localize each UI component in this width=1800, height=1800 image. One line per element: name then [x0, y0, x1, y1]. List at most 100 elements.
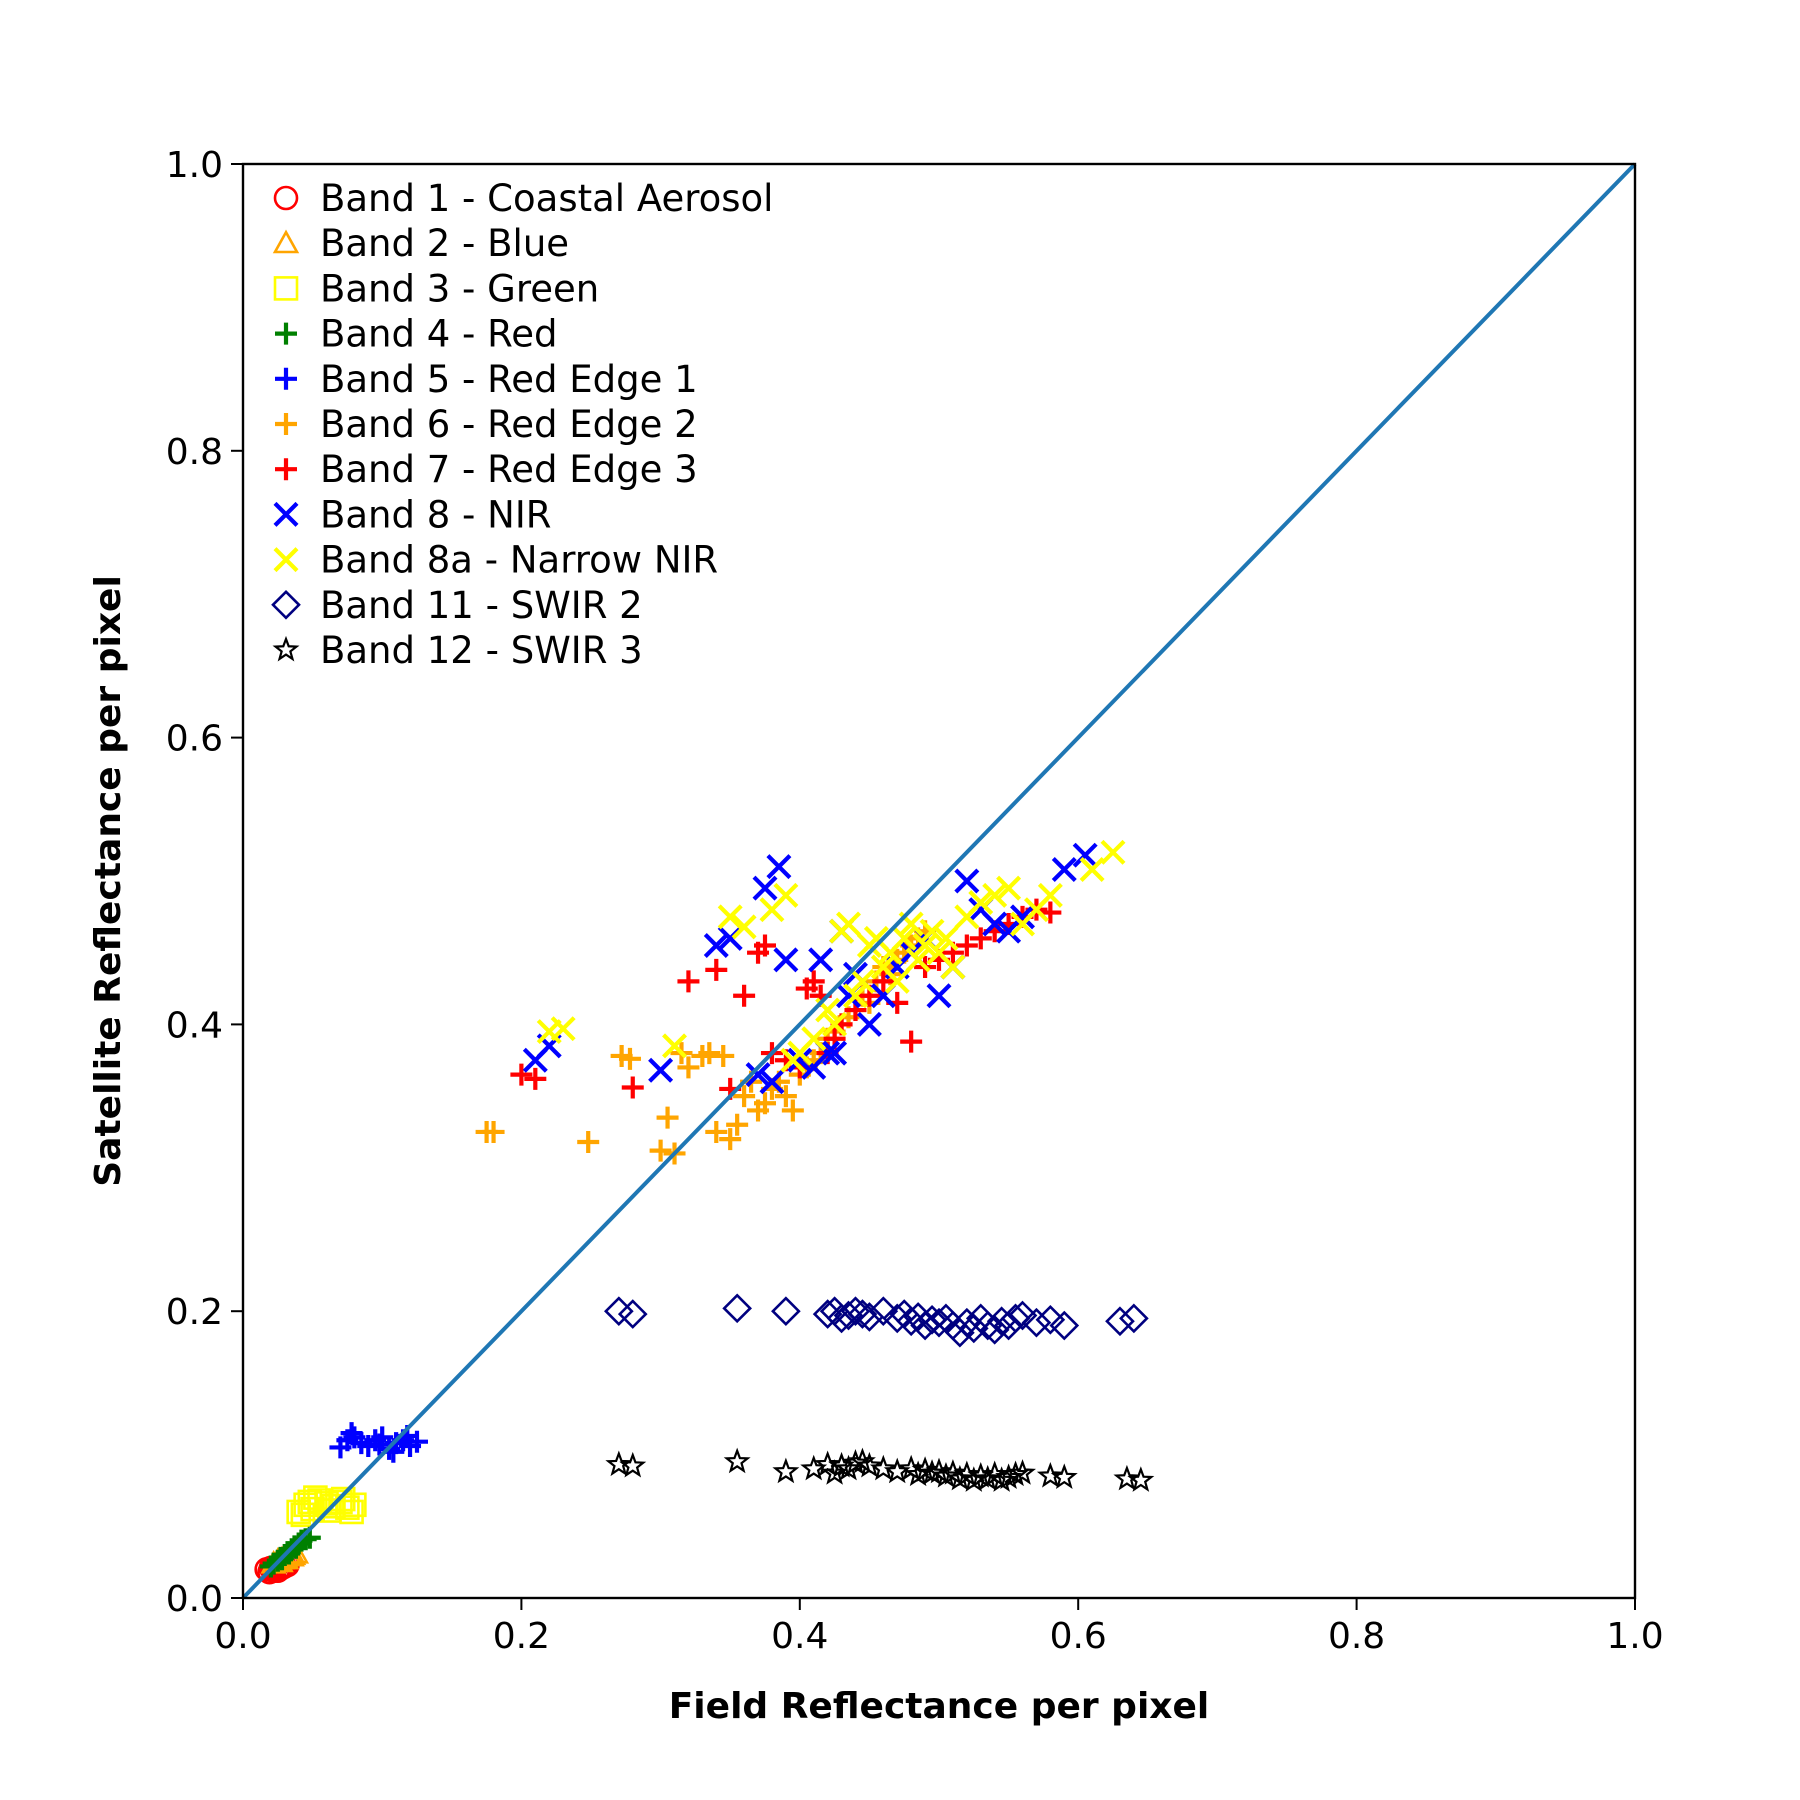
data-point [284, 1536, 307, 1559]
data-point [822, 1011, 848, 1037]
data-point [926, 983, 952, 1009]
data-point [290, 1502, 316, 1528]
data-point [1021, 1307, 1052, 1338]
data-point [842, 983, 868, 1009]
legend-marker [273, 501, 299, 527]
data-point [982, 911, 1008, 937]
data-point [712, 1044, 735, 1067]
legend-label: Band 4 - Red [320, 313, 557, 356]
legend-marker [275, 458, 297, 481]
data-point [619, 1451, 647, 1478]
data-point [842, 1449, 869, 1475]
legend-marker [273, 185, 299, 211]
y-tick-label: 1.0 [166, 145, 223, 186]
data-point [808, 947, 834, 973]
data-point [787, 1047, 813, 1073]
data-point [905, 947, 931, 973]
legend-label: Band 8a - Narrow NIR [320, 539, 718, 582]
data-point [339, 1499, 364, 1525]
data-point [330, 1486, 356, 1512]
data-point [297, 1489, 323, 1515]
data-point [733, 984, 756, 1007]
data-point [745, 1062, 771, 1088]
legend-marker [275, 322, 297, 345]
x-tick-label: 0.8 [1328, 1616, 1385, 1657]
data-point [940, 954, 966, 980]
data-point [1000, 1303, 1031, 1334]
data-point [705, 1120, 728, 1143]
legend-label: Band 3 - Green [320, 267, 599, 310]
data-point [801, 1026, 827, 1052]
data-point [703, 933, 729, 959]
data-point [955, 934, 978, 957]
data-point [1127, 1466, 1155, 1492]
legend-item: Band 3 - Green [273, 267, 599, 310]
data-point [856, 1011, 882, 1037]
data-point [577, 1130, 600, 1153]
data-point [854, 1302, 885, 1332]
data-point [726, 1113, 749, 1136]
data-point [754, 934, 776, 957]
legend-item: Band 1 - Coastal Aerosol [273, 177, 773, 220]
data-point [1079, 857, 1105, 883]
legend-item: Band 8 - NIR [273, 493, 551, 536]
data-point [773, 882, 799, 908]
data-point [759, 1069, 785, 1095]
legend-label: Band 2 - Blue [320, 222, 569, 265]
data-point [972, 1310, 1003, 1341]
y-tick-label: 0.6 [166, 719, 223, 760]
legend-marker [272, 229, 300, 254]
data-point [954, 868, 980, 894]
data-point [982, 882, 1008, 908]
data-point [774, 1085, 797, 1108]
data-point [910, 1310, 940, 1341]
data-point [1010, 904, 1036, 930]
data-point [945, 1317, 975, 1348]
data-point [754, 1092, 776, 1115]
legend-label: Band 8 - NIR [320, 493, 551, 536]
data-point [802, 970, 825, 993]
legend-marker [275, 367, 297, 390]
y-tick-label: 0.4 [166, 1005, 223, 1046]
data-point [677, 1056, 700, 1079]
data-point [917, 1304, 947, 1335]
data-point [1100, 839, 1126, 865]
data-point [869, 1454, 897, 1481]
data-point [656, 1106, 679, 1129]
data-point [662, 1033, 688, 1059]
data-point [1037, 882, 1063, 908]
y-axis: 0.0 0.2 0.4 0.6 0.8 1.0 [166, 145, 243, 1620]
legend-marker [273, 276, 299, 301]
data-point [550, 1016, 576, 1042]
legend-label: Band 7 - Red Edge 3 [320, 448, 698, 491]
x-axis-label: Field Reflectance per pixel [669, 1686, 1210, 1727]
data-point [510, 1063, 533, 1086]
x-tick-label: 0.6 [1050, 1616, 1107, 1657]
legend-item: Band 2 - Blue [272, 222, 569, 265]
data-point [1050, 1463, 1078, 1489]
data-point [891, 925, 917, 951]
data-point [1007, 1300, 1038, 1331]
data-point [781, 1099, 804, 1122]
data-point [900, 1030, 923, 1053]
legend-marker [273, 547, 299, 573]
legend-label: Band 12 - SWIR 3 [320, 629, 643, 672]
legend-item: Band 4 - Red [275, 313, 557, 356]
data-point [855, 1451, 883, 1478]
legend-item: Band 11 - SWIR 2 [271, 584, 643, 627]
y-tick-label: 0.8 [166, 432, 223, 473]
series-5 [329, 1422, 428, 1463]
data-point [1036, 1461, 1064, 1488]
y-tick-label: 0.2 [166, 1292, 223, 1333]
data-point [868, 1296, 899, 1327]
x-tick-label: 0.0 [214, 1616, 271, 1657]
series-3 [286, 1485, 367, 1528]
reference-line [241, 162, 1637, 1600]
data-point [1049, 1310, 1080, 1341]
data-point [723, 1447, 751, 1474]
legend-item: Band 6 - Red Edge 2 [275, 403, 698, 446]
data-point [605, 1450, 633, 1477]
data-point [1035, 1304, 1066, 1335]
legend-item: Band 5 - Red Edge 1 [275, 358, 698, 401]
data-point [979, 1315, 1010, 1345]
